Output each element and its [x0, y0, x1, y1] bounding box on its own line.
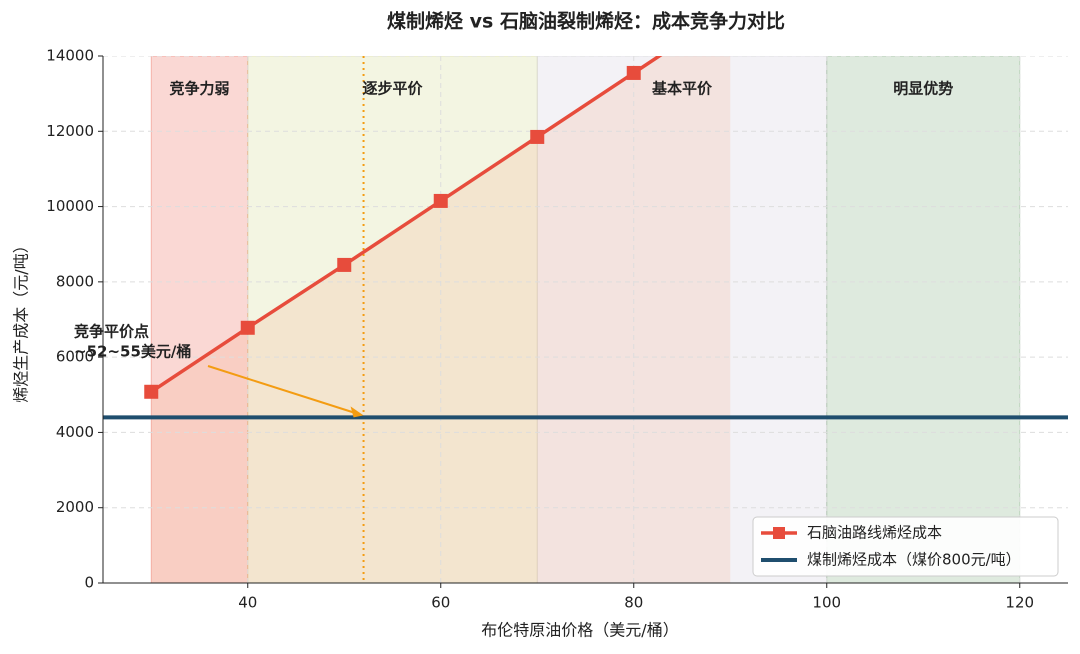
x-axis-label: 布伦特原油价格（美元/桶）: [481, 621, 678, 640]
annotation-text: 竞争平价点: [74, 323, 149, 341]
x-tick-label: 60: [431, 594, 450, 612]
marker: [626, 65, 641, 80]
marker: [337, 257, 352, 272]
y-tick-label: 12000: [46, 122, 94, 140]
legend-marker: [773, 527, 785, 539]
region-label: 逐步平价: [362, 80, 423, 98]
x-tick-label: 100: [812, 594, 841, 612]
arrow-head: [350, 406, 364, 418]
marker: [433, 193, 448, 208]
y-tick-label: 6000: [56, 348, 94, 366]
region: [536, 56, 828, 583]
marker: [144, 384, 159, 399]
y-tick-label: 14000: [46, 47, 94, 65]
marker: [240, 320, 255, 335]
x-tick-label: 80: [624, 594, 643, 612]
legend-label: 石脑油路线烯烃成本: [807, 524, 942, 542]
region: [826, 56, 1021, 583]
legend-box: [752, 516, 1059, 577]
legend-label: 煤制烯烃成本（煤价800元/吨）: [807, 551, 1021, 569]
x-tick-label: 120: [1005, 594, 1034, 612]
annotation-arrow: [207, 365, 360, 416]
region-label: 基本平价: [651, 80, 713, 98]
y-tick-label: 4000: [56, 423, 94, 441]
y-tick-label: 2000: [56, 498, 94, 516]
x-tick-label: 40: [238, 594, 257, 612]
y-tick-label: 10000: [46, 197, 94, 215]
region-label: 明显优势: [893, 80, 953, 98]
region-label: 竞争力弱: [169, 80, 229, 98]
y-tick-label: 8000: [56, 272, 94, 290]
y-tick-label: 0: [84, 574, 94, 592]
marker: [530, 129, 545, 144]
plot-foreground: [103, 56, 1068, 583]
region: [150, 56, 249, 583]
chart-title: 煤制烯烃 vs 石脑油裂制烯烃：成本竞争力对比: [387, 10, 785, 33]
y-axis-label: 烯烃生产成本（元/吨）: [12, 237, 31, 402]
plot-background: [103, 56, 1068, 583]
region: [247, 56, 538, 583]
annotation-text: ~52~55美元/桶: [74, 343, 191, 361]
overlay: 竞争力弱 逐步平价 基本平价 明显优势 0 2000 4000 6000 8000 10000 12…: [46, 47, 1068, 612]
